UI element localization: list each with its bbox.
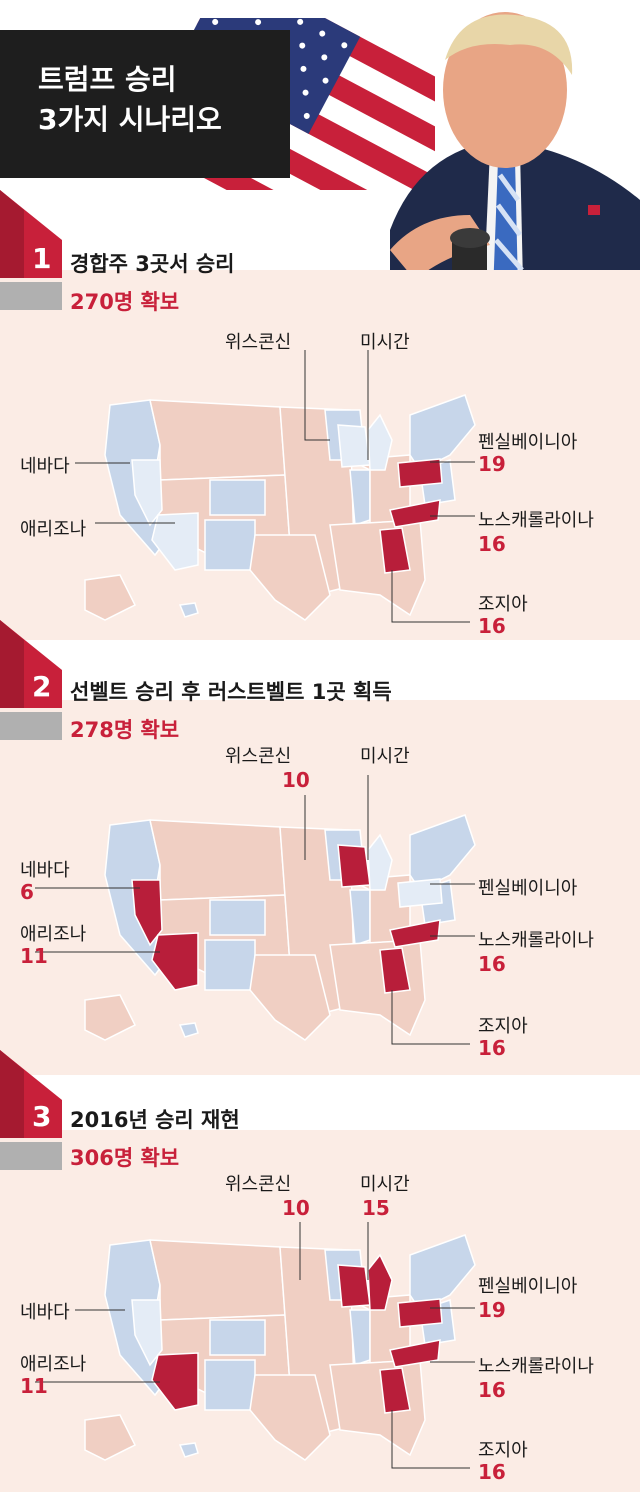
s3-michigan-label: 미시간 [360, 1174, 410, 1195]
s1-michigan-label: 미시간 [360, 332, 410, 353]
scenario-1-number-tab [0, 190, 62, 278]
state-georgia [379, 947, 411, 994]
title-line-2: 3가지 시나리오 [38, 103, 222, 136]
state-nevada [131, 459, 163, 527]
region-alaska [84, 574, 137, 621]
state-pennsylvania [397, 878, 443, 908]
s1-pennsylvania-label: 펜실베이니아 [478, 432, 578, 453]
state-arizona [151, 932, 199, 991]
leader-line [304, 350, 330, 441]
s3-north-carolina-label: 노스캐롤라이나 [478, 1356, 594, 1377]
state-north-carolina [389, 919, 441, 948]
s1-north-carolina-label: 노스캐롤라이나 [478, 510, 594, 531]
state-nevada [131, 1299, 163, 1367]
scenario-1-title: 경합주 3곳서 승리 [70, 252, 235, 276]
s1-pennsylvania-ev: 19 [478, 452, 506, 476]
s3-pennsylvania-label: 펜실베이니아 [478, 1276, 578, 1297]
scenario-1-number: 1 [32, 242, 52, 275]
us-map-scenario-2 [84, 814, 476, 1041]
s2-wisconsin-label: 위스콘신 [225, 746, 292, 767]
region-northeast [409, 394, 476, 471]
scenario-1-strip [0, 282, 62, 310]
scenario-2-strip [0, 712, 62, 740]
s3-arizona-ev: 11 [20, 1374, 48, 1398]
s2-north-carolina-label: 노스캐롤라이나 [478, 930, 594, 951]
state-georgia [379, 527, 411, 574]
leader-line [391, 990, 470, 1045]
state-michigan [367, 413, 393, 471]
s1-arizona-label: 애리조나 [20, 519, 87, 540]
scenario-3-subtitle: 306명 확보 [70, 1146, 180, 1170]
scenario-2-number-wrap: 2 [0, 620, 62, 708]
s3-pennsylvania-ev: 19 [478, 1298, 506, 1322]
scenario-3-number-wrap: 3 [0, 1050, 62, 1138]
s3-georgia-label: 조지아 [478, 1440, 528, 1461]
s3-arizona-label: 애리조나 [20, 1354, 87, 1375]
region-northeast [409, 814, 476, 891]
s1-georgia-label: 조지아 [478, 594, 528, 615]
s2-nevada-ev: 6 [20, 880, 34, 904]
scenario-1-subtitle: 270명 확보 [70, 290, 180, 314]
s3-north-carolina-ev: 16 [478, 1378, 506, 1402]
region-texas [249, 954, 331, 1041]
us-map-scenario-1 [84, 394, 476, 621]
leader-line [391, 570, 470, 623]
scenario-3-strip [0, 1142, 62, 1170]
s1-north-carolina-ev: 16 [478, 532, 506, 556]
s3-nevada-label: 네바다 [20, 1302, 70, 1323]
s2-arizona-label: 애리조나 [20, 924, 87, 945]
state-pennsylvania [397, 458, 443, 488]
state-georgia [379, 1367, 411, 1414]
region-colorado [209, 479, 266, 516]
region-alaska [84, 994, 137, 1041]
region-colorado [209, 1319, 266, 1356]
s3-georgia-ev: 16 [478, 1460, 506, 1484]
scenario-2-subtitle: 278명 확보 [70, 718, 180, 742]
s2-wisconsin-ev: 10 [282, 768, 310, 792]
leader-line [391, 1410, 470, 1469]
region-hawaii [178, 602, 199, 618]
s2-north-carolina-ev: 16 [478, 952, 506, 976]
state-nevada [131, 879, 163, 947]
us-map-scenario-3 [84, 1234, 476, 1461]
region-colorado [209, 899, 266, 936]
scenario-2-number-tab [0, 620, 62, 708]
s2-michigan-label: 미시간 [360, 746, 410, 767]
s1-wisconsin-label: 위스콘신 [225, 332, 292, 353]
s2-pennsylvania-label: 펜실베이니아 [478, 878, 578, 899]
s3-michigan-ev: 15 [362, 1196, 390, 1220]
s2-georgia-ev: 16 [478, 1036, 506, 1060]
state-north-carolina [389, 1339, 441, 1368]
s3-wisconsin-label: 위스콘신 [225, 1174, 292, 1195]
title-box: 트럼프 승리 3가지 시나리오 [0, 30, 290, 178]
state-north-carolina [389, 499, 441, 528]
s2-arizona-ev: 11 [20, 944, 48, 968]
s3-wisconsin-ev: 10 [282, 1196, 310, 1220]
s1-georgia-ev: 16 [478, 614, 506, 638]
state-pennsylvania [397, 1298, 443, 1328]
scenario-2-title: 선벨트 승리 후 러스트벨트 1곳 획득 [70, 680, 392, 704]
state-michigan [367, 833, 393, 891]
region-alaska [84, 1414, 137, 1461]
scenario-3-title: 2016년 승리 재현 [70, 1108, 240, 1132]
s2-georgia-label: 조지아 [478, 1016, 528, 1037]
region-texas [249, 534, 331, 621]
scenario-3-number: 3 [32, 1100, 52, 1133]
region-hawaii [178, 1442, 199, 1458]
title-line-1: 트럼프 승리 [38, 63, 177, 96]
state-michigan [367, 1253, 393, 1311]
s1-nevada-label: 네바다 [20, 456, 70, 477]
region-hawaii [178, 1022, 199, 1038]
s2-nevada-label: 네바다 [20, 860, 70, 881]
state-arizona [151, 1352, 199, 1411]
scenario-2-number: 2 [32, 670, 52, 703]
scenario-3-number-tab [0, 1050, 62, 1138]
region-texas [249, 1374, 331, 1461]
scenario-1-number-wrap: 1 [0, 190, 62, 278]
region-northeast [409, 1234, 476, 1311]
state-arizona [151, 512, 199, 571]
